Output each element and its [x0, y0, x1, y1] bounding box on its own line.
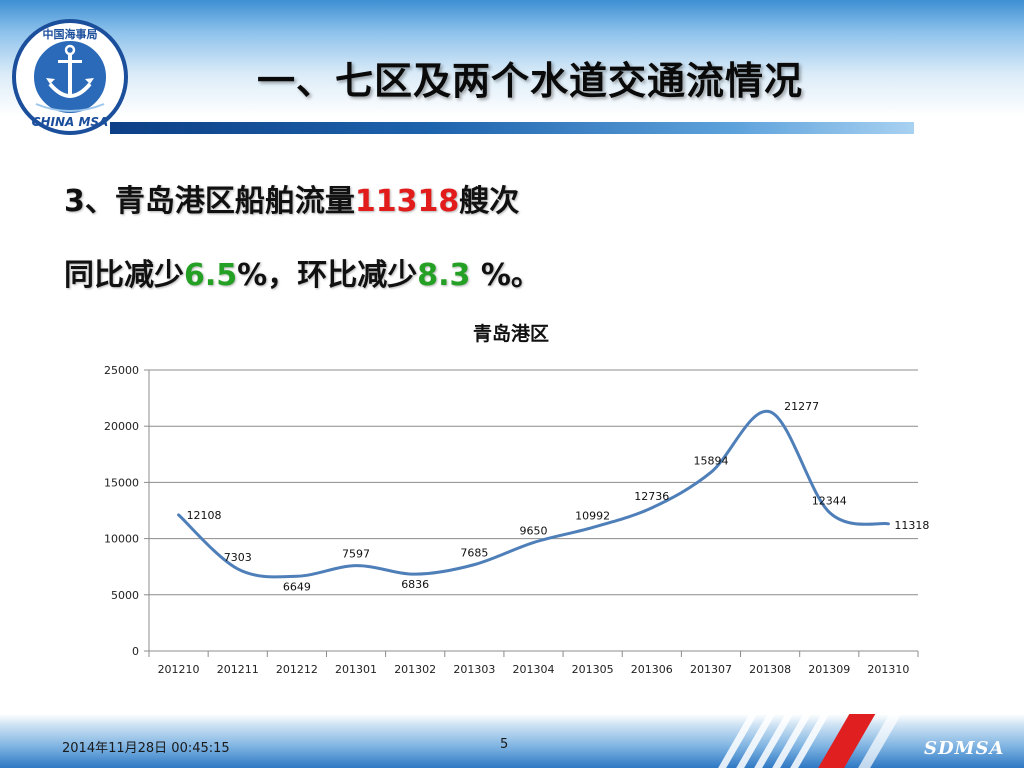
data-label: 9650	[520, 525, 548, 538]
data-label: 6649	[283, 580, 311, 593]
mom-label: %，环比减少	[237, 258, 418, 293]
data-label: 10992	[575, 509, 610, 522]
data-label: 12108	[187, 509, 222, 522]
x-tick-label: 201308	[749, 663, 791, 676]
brand-logo-text: SDMSA	[924, 738, 1005, 759]
data-label: 15894	[693, 454, 728, 467]
page-title: 一、七区及两个水道交通流情况	[256, 59, 803, 103]
x-tick-label: 201309	[808, 663, 850, 676]
logo-top-text: 中国海事局	[43, 27, 98, 41]
x-tick-label: 201210	[158, 663, 200, 676]
change-suffix: %。	[470, 258, 541, 293]
volume-value: 11318	[354, 184, 460, 219]
yoy-value: 6.5	[184, 258, 238, 293]
china-msa-logo: 中国海事局 CHINA MSA	[12, 19, 128, 135]
x-tick-label: 201301	[335, 663, 377, 676]
data-label: 12736	[634, 490, 669, 503]
yoy-label: 同比减少	[64, 258, 184, 293]
y-tick-label: 15000	[104, 476, 139, 489]
x-tick-label: 201303	[453, 663, 495, 676]
x-tick-label: 201305	[572, 663, 614, 676]
data-label: 6836	[401, 578, 429, 591]
data-label: 7303	[224, 551, 252, 564]
headline-volume: 3、青岛港区船舶流量11318艘次	[64, 176, 519, 220]
footer-stripes	[712, 714, 924, 768]
mom-value: 8.3	[417, 258, 471, 293]
page-number: 5	[500, 737, 509, 752]
volume-unit: 艘次	[459, 184, 520, 219]
y-tick-label: 10000	[104, 533, 139, 546]
series-line	[177, 409, 890, 579]
header-band	[110, 122, 914, 134]
x-tick-label: 201307	[690, 663, 732, 676]
x-tick-label: 201212	[276, 663, 318, 676]
logo-bottom-text: CHINA MSA	[32, 115, 109, 129]
chart-title: 青岛港区	[473, 322, 549, 345]
volume-label: 3、青岛港区船舶流量	[64, 184, 355, 219]
data-label: 11318	[894, 519, 929, 532]
x-tick-label: 201302	[394, 663, 436, 676]
y-tick-label: 25000	[104, 364, 139, 377]
x-tick-label: 201304	[513, 663, 555, 676]
footer-date: 2014年11月28日 00:45:15	[62, 741, 230, 756]
data-label: 21277	[784, 400, 819, 413]
x-tick-label: 201310	[867, 663, 909, 676]
headline-change: 同比减少6.5%，环比减少8.3 %。	[64, 250, 541, 294]
y-tick-label: 5000	[111, 589, 139, 602]
data-label: 7685	[460, 547, 488, 560]
x-tick-label: 201306	[631, 663, 673, 676]
x-tick-label: 201211	[217, 663, 259, 676]
y-tick-label: 20000	[104, 420, 139, 433]
data-label: 7597	[342, 548, 370, 561]
y-tick-label: 0	[132, 645, 139, 658]
data-label: 12344	[812, 494, 847, 507]
